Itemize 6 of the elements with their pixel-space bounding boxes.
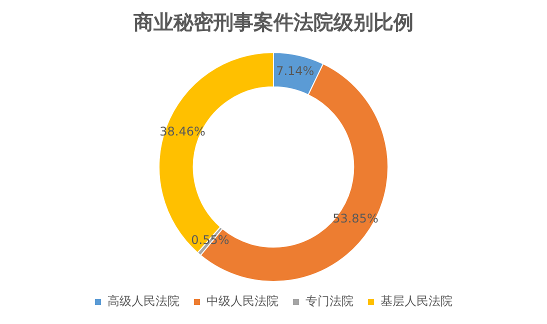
- legend-label: 中级人民法院: [206, 294, 278, 308]
- legend-label: 专门法院: [306, 294, 354, 308]
- data-label: 7.14%: [276, 64, 314, 78]
- legend-label: 高级人民法院: [108, 294, 180, 308]
- legend-label: 基层人民法院: [380, 294, 452, 308]
- chart-title: 商业秘密刑事案件法院级别比例: [132, 10, 414, 34]
